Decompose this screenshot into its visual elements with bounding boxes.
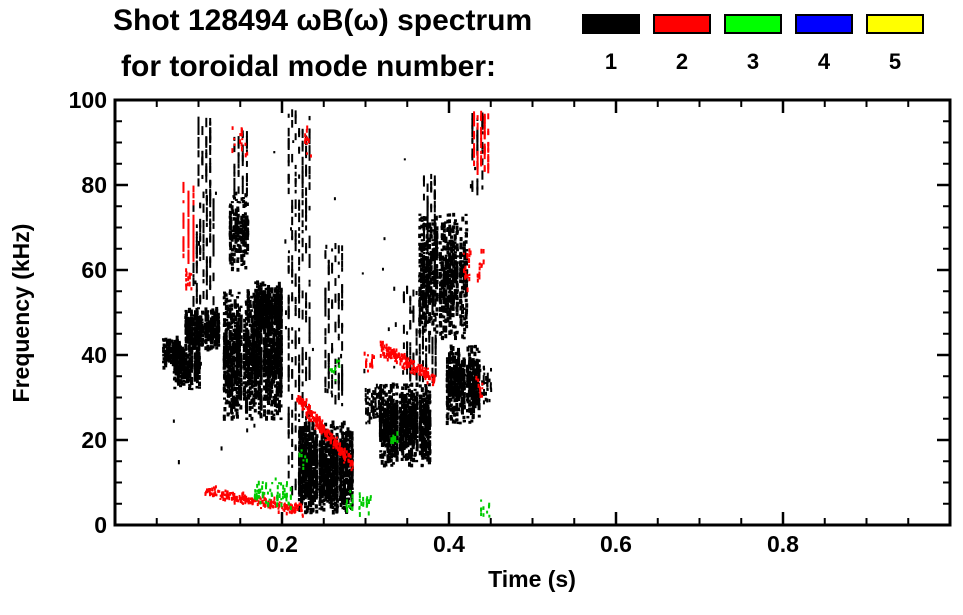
legend-color-swatch	[653, 14, 711, 34]
legend-mode-2: 2	[653, 14, 711, 75]
x-axis-label: Time (s)	[488, 566, 576, 592]
x-tick-label: 0.4	[433, 531, 465, 557]
y-tick-label: 20	[81, 427, 107, 453]
legend-color-swatch	[582, 14, 640, 34]
x-tick-label: 0.2	[266, 531, 298, 557]
x-tick-label: 0.8	[767, 531, 799, 557]
legend-color-swatch	[795, 14, 853, 34]
y-axis-label: Frequency (kHz)	[8, 223, 34, 403]
legend-mode-1: 1	[582, 14, 640, 75]
y-tick-label: 0	[94, 512, 107, 538]
chart-title: Shot 128494 ωB(ω) spectrum	[113, 4, 533, 37]
legend-mode-number: 2	[675, 49, 689, 74]
mode-legend: 1 2 3 4 5	[582, 14, 924, 75]
y-tick-label: 80	[81, 172, 107, 198]
y-tick-label: 100	[68, 87, 107, 113]
y-tick-label: 60	[81, 257, 107, 283]
legend-mode-number: 3	[746, 49, 760, 74]
x-tick-label: 0.6	[600, 531, 632, 557]
chart-subtitle: for toroidal mode number:	[121, 50, 496, 83]
legend-mode-5: 5	[866, 14, 924, 75]
legend-color-swatch	[866, 14, 924, 34]
legend-mode-number: 1	[604, 49, 618, 74]
legend-mode-number: 4	[817, 49, 831, 74]
y-tick-label: 40	[81, 342, 107, 368]
legend-mode-4: 4	[795, 14, 853, 75]
legend-color-swatch	[724, 14, 782, 34]
legend-mode-number: 5	[888, 49, 902, 74]
legend-mode-3: 3	[724, 14, 782, 75]
